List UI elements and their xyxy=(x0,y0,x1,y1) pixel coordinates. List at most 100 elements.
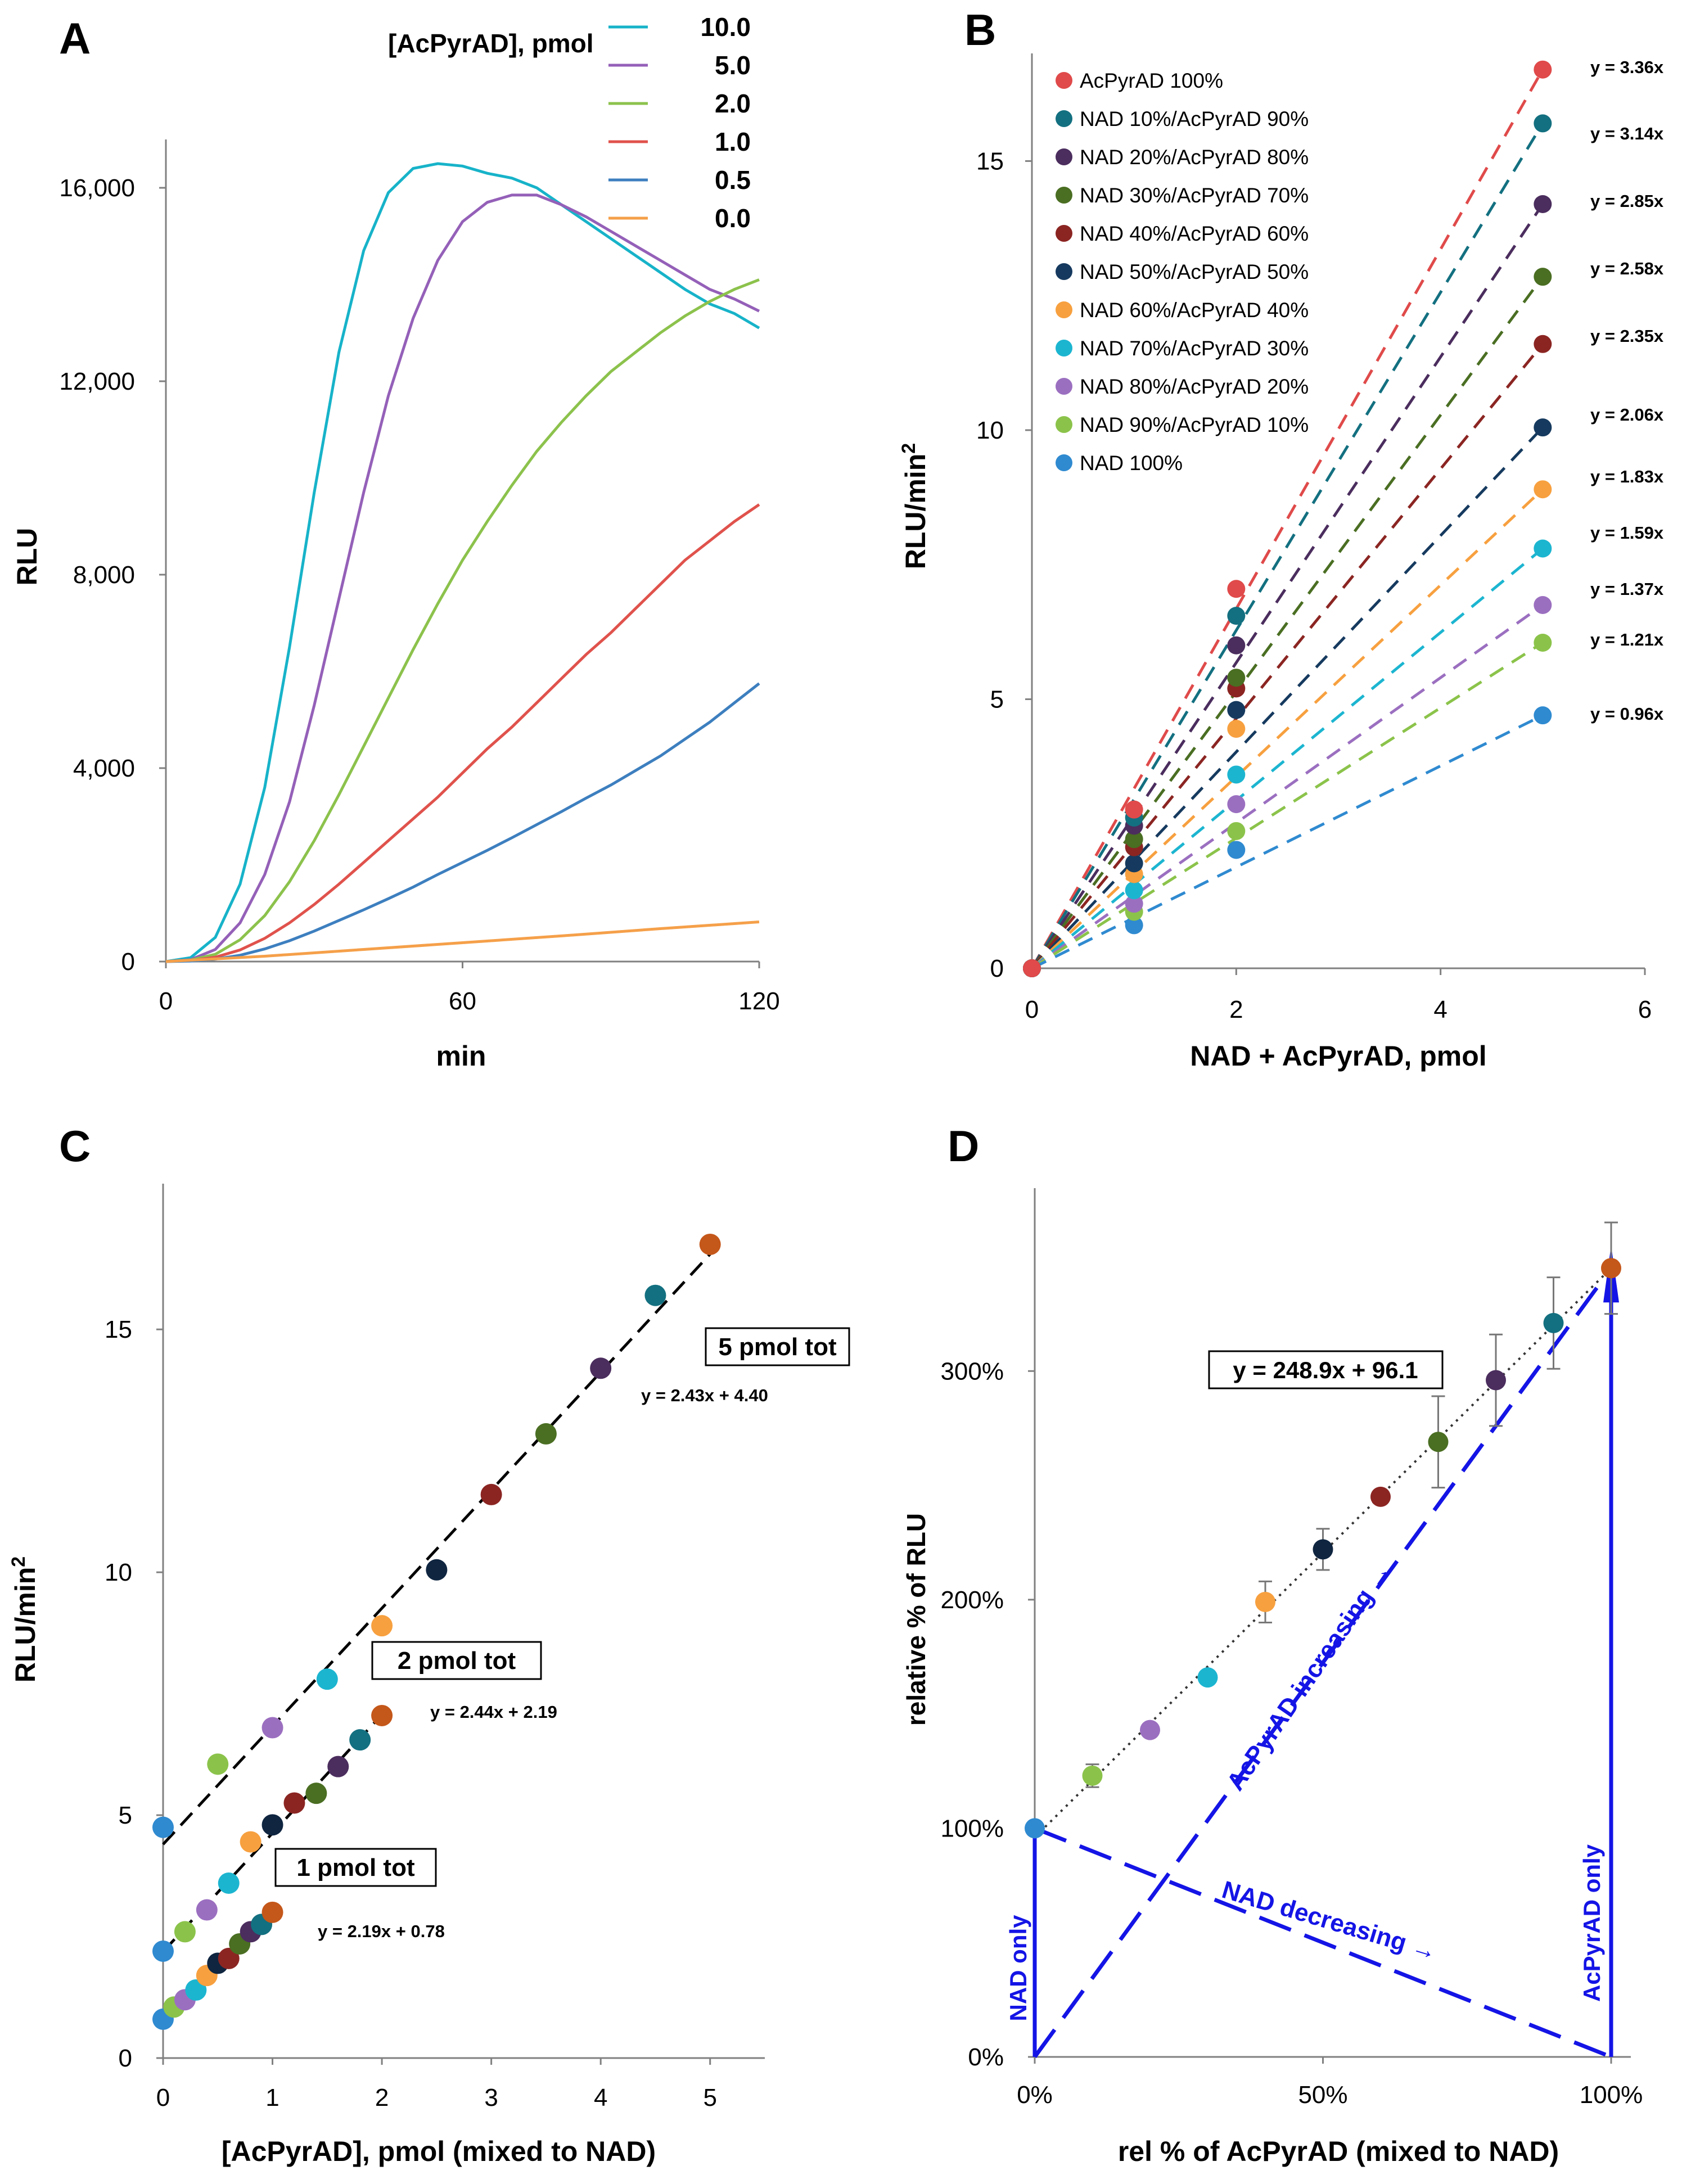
fit-equation: y = 2.43x + 4.40 xyxy=(641,1386,768,1405)
data-point xyxy=(1543,1312,1564,1333)
x-tick-label: 2 xyxy=(1229,996,1243,1023)
fit-equation: y = 1.83x xyxy=(1590,467,1664,486)
data-point xyxy=(261,1717,283,1739)
fit-equation: y = 2.06x xyxy=(1590,405,1664,425)
legend-label: NAD 70%/AcPyrAD 30% xyxy=(1080,337,1309,360)
legend-label: NAD 30%/AcPyrAD 70% xyxy=(1080,184,1309,207)
chart-panel-d: 0% 100% 200% 300% 0% 50% 100% rel % of AcPyrAD … xyxy=(901,1188,1643,2167)
chart-panel-a: 0 4,000 8,000 12,000 16,000 0 60 120 min RLU [AcPy… xyxy=(11,12,780,1072)
data-point xyxy=(196,1899,218,1921)
fit-equation: y = 248.9x + 96.1 xyxy=(1233,1357,1418,1383)
legend-label: 2.0 xyxy=(715,89,751,118)
panel-label-d: D xyxy=(948,1121,979,1171)
y-tick-label: 16,000 xyxy=(59,174,135,202)
y-tick-label: 4,000 xyxy=(73,755,135,782)
y-axis-title: RLU/min2 xyxy=(898,443,931,569)
legend-label: NAD 40%/AcPyrAD 60% xyxy=(1080,222,1309,245)
fit-line xyxy=(1031,714,1544,970)
fit-line xyxy=(1031,343,1544,969)
group-label-box xyxy=(371,1641,542,1680)
group-label: 5 pmol tot xyxy=(718,1333,837,1361)
y-axis-title-superscript: 2 xyxy=(8,1556,29,1567)
data-point xyxy=(174,1921,196,1943)
data-point xyxy=(218,1947,240,1969)
x-tick-label: 50% xyxy=(1298,2081,1347,2109)
fit-equation: y = 3.14x xyxy=(1590,124,1664,143)
panel-label-b: B xyxy=(964,5,996,55)
nad-only-label: NAD only xyxy=(1005,1915,1031,2021)
nad-decreasing-label: NAD decreasing → xyxy=(1219,1876,1440,1966)
fit-equation: y = 2.85x xyxy=(1590,191,1664,211)
data-point xyxy=(371,1704,393,1726)
data-point xyxy=(1534,595,1552,614)
data-point xyxy=(1227,701,1246,719)
data-point xyxy=(1534,60,1552,79)
data-point xyxy=(1140,1720,1160,1740)
acpyrad-increasing-line xyxy=(1033,1267,1613,2059)
x-axis-title: min xyxy=(436,1040,486,1072)
x-tick-label: 4 xyxy=(1433,996,1447,1023)
legend-marker xyxy=(1056,340,1072,357)
legend-label: NAD 20%/AcPyrAD 80% xyxy=(1080,146,1309,169)
x-tick-label: 0% xyxy=(1017,2081,1053,2109)
data-point xyxy=(305,1783,327,1804)
y-axis-title: RLU xyxy=(11,528,43,586)
data-point xyxy=(1227,841,1246,859)
panel-label-a: A xyxy=(59,13,91,63)
data-point xyxy=(1227,636,1246,655)
legend-marker xyxy=(1056,454,1072,471)
y-axis-title: RLU/min2 xyxy=(8,1556,41,1682)
legend-marker xyxy=(1056,225,1072,242)
data-point xyxy=(261,1901,283,1923)
y-tick-label: 8,000 xyxy=(73,561,135,589)
data-point xyxy=(1227,822,1246,840)
y-axis-title-superscript: 2 xyxy=(898,443,919,454)
data-point xyxy=(152,1816,174,1838)
fit-line xyxy=(1031,488,1544,969)
data-point xyxy=(316,1668,338,1690)
y-tick-label: 5 xyxy=(990,685,1004,713)
fit-equation: y = 1.21x xyxy=(1590,630,1664,649)
x-tick-label: 3 xyxy=(484,2084,498,2111)
y-tick-label: 300% xyxy=(940,1357,1004,1385)
y-tick-label: 15 xyxy=(105,1316,132,1343)
series-line xyxy=(165,503,760,963)
data-point xyxy=(240,1831,261,1853)
legend-label: NAD 100% xyxy=(1080,452,1183,475)
data-point xyxy=(426,1559,448,1581)
data-point xyxy=(1197,1667,1218,1688)
data-point xyxy=(644,1284,666,1306)
y-tick-label: 200% xyxy=(940,1586,1004,1614)
data-point xyxy=(327,1756,349,1777)
fit-line xyxy=(1031,641,1544,970)
legend-label: 0.0 xyxy=(715,204,751,233)
panel-label-c: C xyxy=(59,1121,91,1171)
data-point xyxy=(1125,830,1143,849)
fit-equation: y = 2.19x + 0.78 xyxy=(318,1921,445,1941)
data-point xyxy=(1601,1258,1621,1279)
data-point xyxy=(1534,633,1552,652)
fit-line xyxy=(1030,69,1544,969)
acpyrad-only-label: AcPyrAD only xyxy=(1579,1844,1605,2002)
legend-label: NAD 90%/AcPyrAD 10% xyxy=(1080,413,1309,436)
legend-marker xyxy=(1056,378,1072,395)
data-point xyxy=(480,1483,502,1505)
series-line xyxy=(165,162,760,963)
data-point xyxy=(349,1729,371,1751)
data-point xyxy=(1125,916,1143,935)
chart-panel-c: 0 5 10 15 0 1 2 3 4 5 [AcPyrAD], pmol (mixed to NA… xyxy=(8,1184,850,2167)
data-point xyxy=(371,1615,393,1637)
legend-title: [AcPyrAD], pmol xyxy=(388,29,593,58)
data-point xyxy=(1534,268,1552,286)
x-tick-label: 120 xyxy=(738,987,779,1015)
fit-line xyxy=(162,1253,711,1845)
data-point xyxy=(699,1233,721,1255)
data-point xyxy=(1534,539,1552,558)
data-point xyxy=(218,1872,240,1894)
y-tick-label: 0 xyxy=(121,948,135,976)
legend-marker xyxy=(1056,416,1072,433)
fit-equation: y = 2.58x xyxy=(1590,259,1664,278)
data-point xyxy=(1534,706,1552,725)
fit-line xyxy=(1030,276,1544,969)
